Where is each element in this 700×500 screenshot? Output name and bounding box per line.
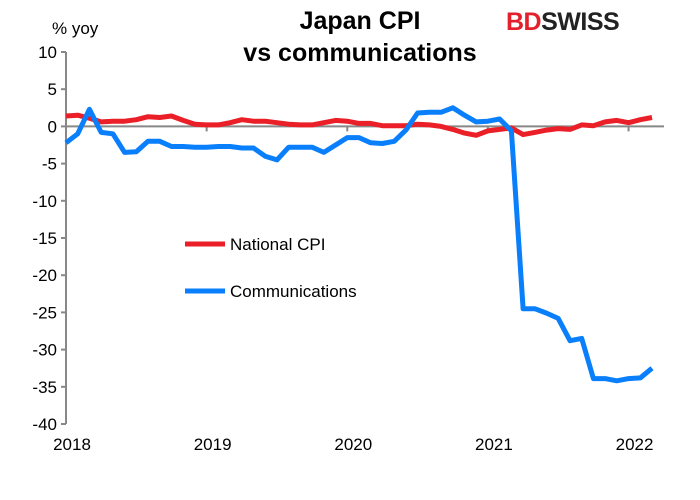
x-tick-label: 2020	[334, 435, 372, 454]
series-lines	[64, 105, 654, 384]
y-tick-label: -15	[32, 229, 57, 248]
y-axis-label: % yoy	[52, 19, 99, 38]
logo-part2: SWISS	[541, 8, 620, 36]
x-tick-label: 2022	[616, 435, 654, 454]
legend: National CPI Communications	[185, 235, 357, 301]
y-tick-label: -5	[42, 155, 57, 174]
y-tick-label: -10	[32, 192, 57, 211]
chart-title-line2: vs communications	[243, 39, 477, 67]
logo-part1: BD	[506, 8, 542, 36]
y-tick-label: -20	[32, 266, 57, 285]
y-tick-label: -30	[32, 341, 57, 360]
series-line-national-cpi	[65, 112, 653, 138]
y-tick-label: 0	[48, 117, 57, 136]
y-tick-label: 10	[38, 43, 57, 62]
y-tick-label: -40	[32, 415, 57, 434]
legend-label-communications: Communications	[230, 282, 357, 301]
y-tick-label: 5	[48, 80, 57, 99]
bdswiss-logo: BDSWISS	[506, 8, 620, 37]
x-axis: 2018 2019 2020 2021 2022	[53, 125, 664, 454]
y-tick-label: -25	[32, 303, 57, 322]
x-tick-label: 2019	[194, 435, 232, 454]
legend-label-national-cpi: National CPI	[230, 235, 325, 254]
series-line-communications	[64, 105, 654, 384]
chart-title-line1: Japan CPI	[299, 7, 421, 35]
y-tick-label: -35	[32, 378, 57, 397]
x-tick-label: 2018	[53, 435, 91, 454]
x-tick-label: 2021	[475, 435, 513, 454]
y-axis: 10 5 0 -5 -10 -15 -20 -25 -30 -35 -40	[32, 43, 67, 434]
